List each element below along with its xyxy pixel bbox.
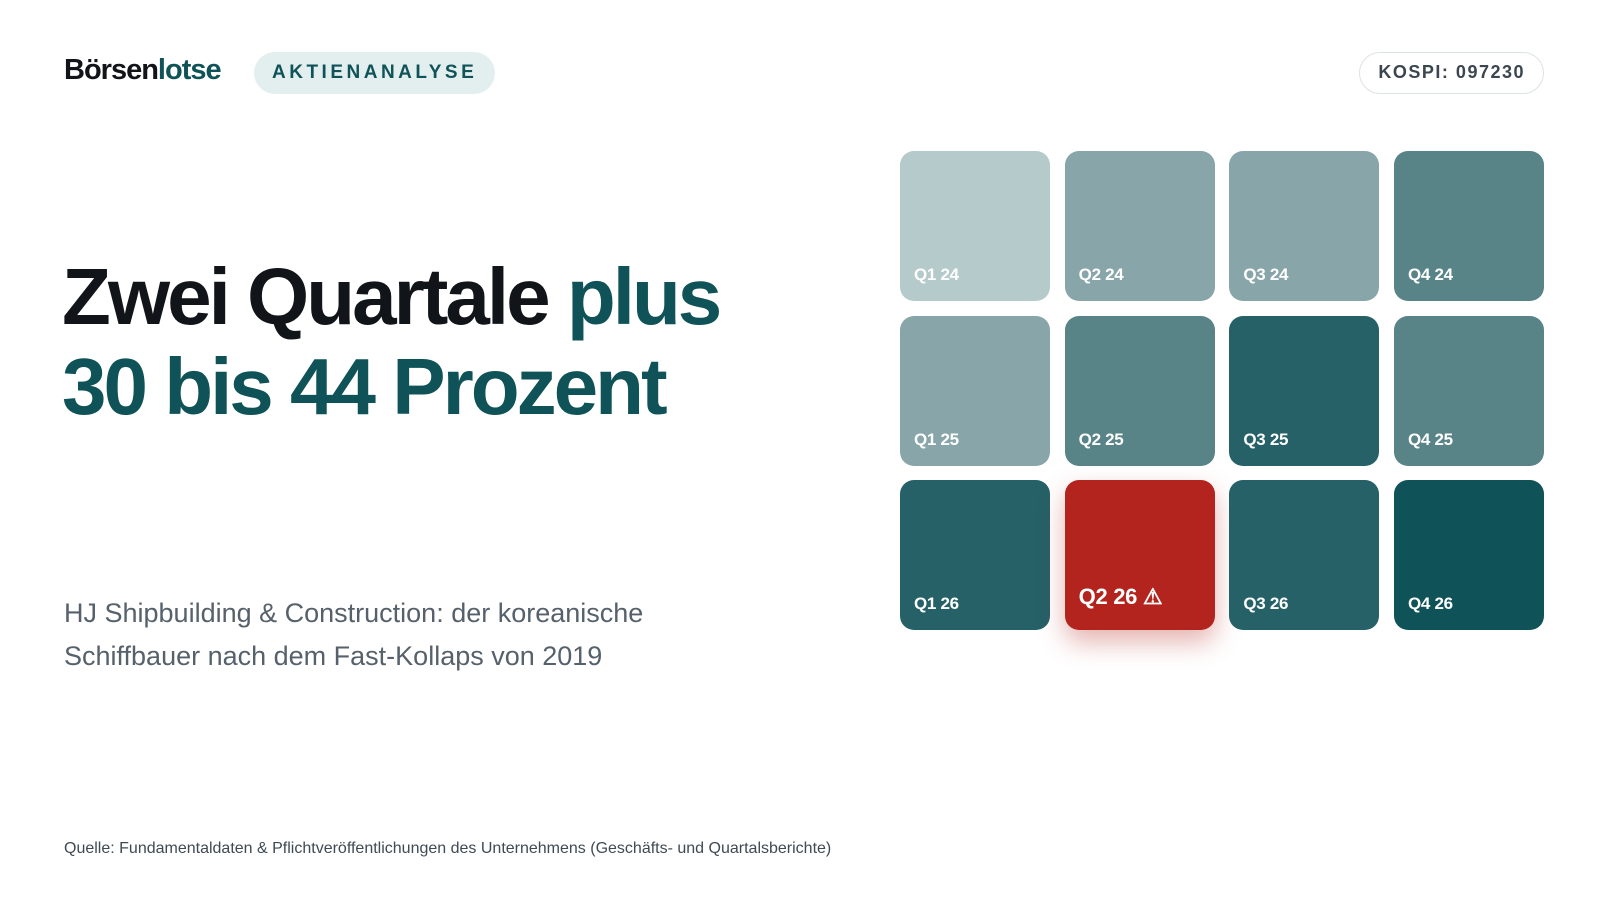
- ticker-badge: KOSPI: 097230: [1359, 52, 1544, 94]
- headline-part1: Zwei Quartale: [62, 252, 567, 341]
- quarter-tile-label: Q3 24: [1243, 265, 1289, 284]
- headline-line1: Zwei Quartale plus: [62, 252, 722, 341]
- quarter-tile-label: Q2 25: [1078, 429, 1124, 449]
- category-badge: AKTIENANALYSE: [254, 52, 496, 94]
- quarter-tile-label: Q1 26: [914, 594, 959, 613]
- quarter-tile: Q4 26: [1393, 480, 1544, 630]
- brand-accent: lotse: [157, 54, 222, 86]
- brand-logo: Börsenlotse: [64, 54, 222, 87]
- quarter-tile-label: Q2 26 ⚠: [1078, 584, 1163, 609]
- headline: Zwei Quartale plus 30 bis 44 Prozent: [62, 252, 722, 432]
- headline-part1-accent: plus: [566, 252, 722, 341]
- quarter-tile: Q1 24: [900, 151, 1050, 301]
- quarter-tile-label: Q1 24: [914, 265, 959, 284]
- quarter-tile-label: Q4 24: [1407, 265, 1453, 284]
- quarter-tile: Q4 24: [1393, 151, 1544, 301]
- source-note: Quelle: Fundamentaldaten & Pflichtveröff…: [64, 840, 832, 857]
- quarter-tile: Q3 26: [1229, 480, 1380, 630]
- subline: HJ Shipbuilding & Construction: der kore…: [64, 598, 644, 671]
- quarter-tile-label: Q3 25: [1243, 429, 1289, 449]
- quarter-tile: Q2 26 ⚠: [1064, 480, 1215, 630]
- quarter-tile: Q3 24: [1229, 151, 1380, 301]
- quarter-tile-label: Q4 26: [1407, 594, 1453, 613]
- brand-main: Börsen: [64, 54, 159, 86]
- quarter-tile-label: Q4 25: [1407, 429, 1453, 449]
- quarter-tile-grid: Q1 24 Q2 24 Q3 24 Q4 24 Q1 25 Q2 25 Q3 25 Q4 25…: [900, 151, 1544, 630]
- quarter-tile: Q1 26: [900, 480, 1050, 630]
- headline-line2: 30 bis 44 Prozent: [62, 342, 668, 431]
- quarter-tile: Q3 25: [1229, 315, 1380, 466]
- quarter-tile-label: Q1 25: [914, 429, 959, 449]
- quarter-tile: Q2 25: [1064, 315, 1215, 466]
- quarter-tile-label: Q3 26: [1243, 594, 1289, 613]
- quarter-tile-label: Q2 24: [1078, 265, 1124, 284]
- quarter-tile: Q2 24: [1064, 151, 1215, 301]
- quarter-tile: Q1 25: [900, 315, 1050, 466]
- quarter-tile: Q4 25: [1393, 315, 1544, 466]
